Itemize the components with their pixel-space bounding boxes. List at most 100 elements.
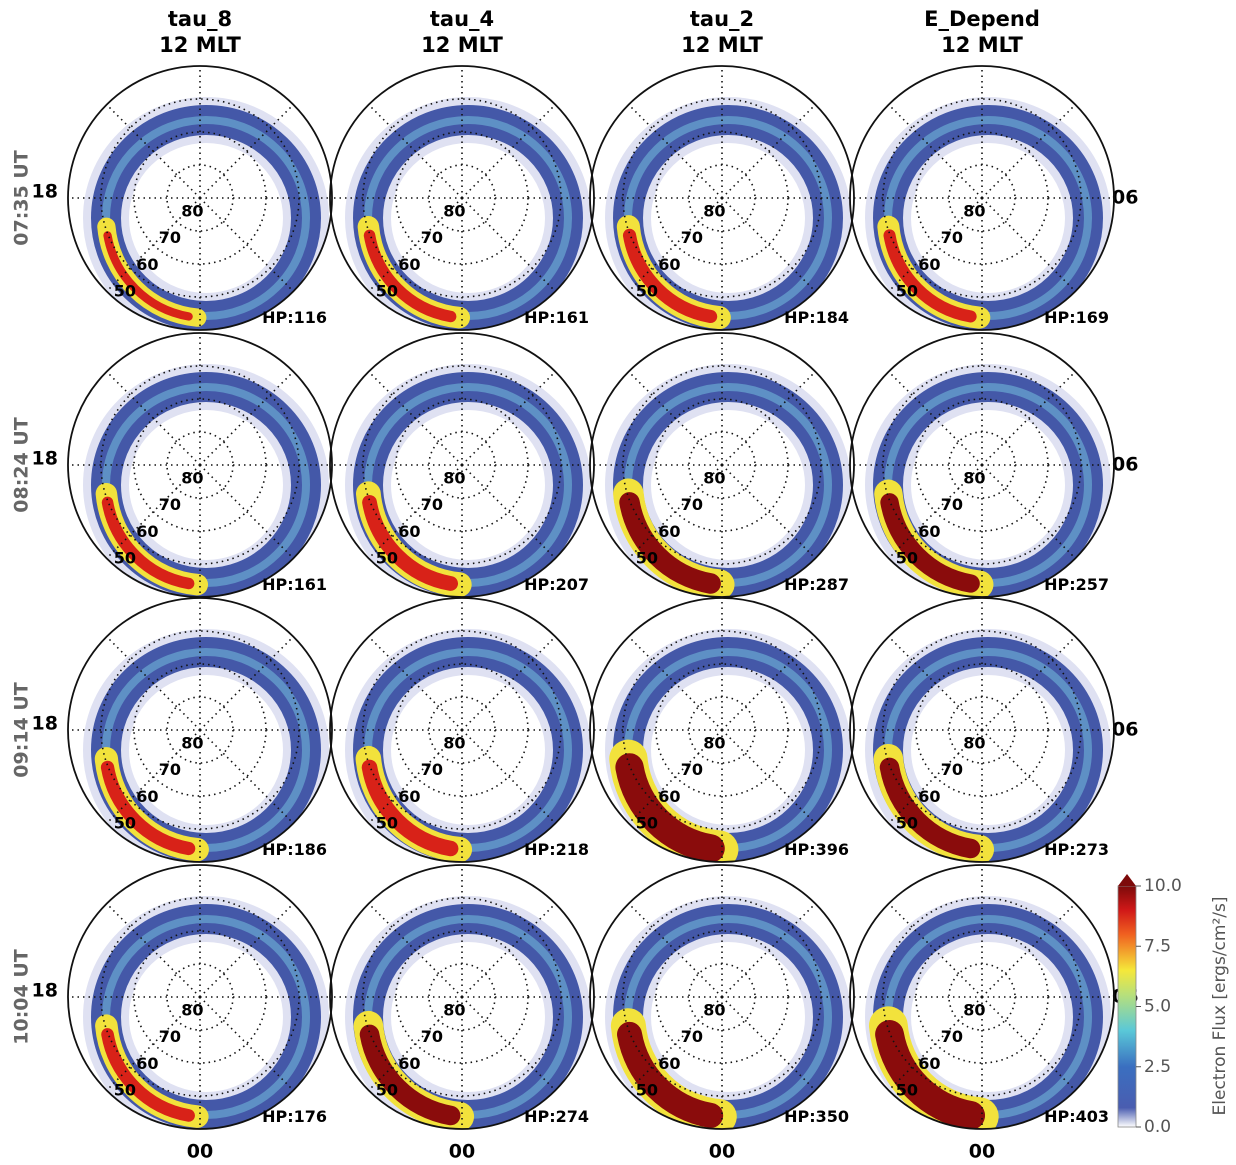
hp-label: HP:350 [784,1107,849,1126]
lat-label: 80 [963,201,985,220]
lat-label: 50 [896,282,918,301]
column-subtitle: 12 MLT [941,33,1023,57]
lat-label: 80 [703,201,725,220]
lat-label: 60 [136,787,158,806]
hp-value: 161 [294,575,327,594]
lat-label: 50 [114,282,136,301]
hp-value: 350 [816,1107,849,1126]
lat-label: 80 [443,201,465,220]
lat-label: 70 [421,760,443,779]
colorbar-tick-label: 0.0 [1144,1117,1171,1137]
lat-label: 60 [658,787,680,806]
lat-label: 70 [159,760,181,779]
lat-label: 80 [703,733,725,752]
lat-label: 80 [443,468,465,487]
hp-value: 403 [1076,1107,1109,1126]
hp-prefix: HP: [1044,308,1076,327]
lat-label: 70 [421,228,443,247]
lat-label: 70 [421,495,443,514]
lat-label: 60 [136,255,158,274]
lat-label: 50 [114,549,136,568]
lat-label: 60 [918,1054,940,1073]
column-title: tau_4 [430,7,494,31]
lat-label: 70 [681,1027,703,1046]
lat-label: 70 [421,1027,443,1046]
lat-label: 70 [941,228,963,247]
lat-label: 70 [941,1027,963,1046]
lat-label: 60 [918,522,940,541]
column-subtitle: 12 MLT [421,33,503,57]
hp-label: HP:218 [524,840,589,859]
hp-prefix: HP: [784,575,816,594]
lat-label: 50 [896,1081,918,1100]
colorbar-extend [1118,874,1136,886]
lat-label: 50 [376,282,398,301]
hp-value: 184 [816,308,849,327]
lat-label: 80 [443,1000,465,1019]
hp-value: 176 [294,1107,327,1126]
hp-value: 396 [816,840,849,859]
polar-panel: 80706050HP:186 [68,598,332,862]
hp-prefix: HP: [262,308,294,327]
hp-label: HP:273 [1044,840,1109,859]
hp-label: HP:184 [784,308,849,327]
hp-prefix: HP: [1044,1107,1076,1126]
hp-prefix: HP: [524,840,556,859]
colorbar-label: Electron Flux [ergs/cm²/s] [1210,897,1230,1116]
hp-value: 274 [556,1107,589,1126]
mlt-right: 06 [1112,454,1138,476]
lat-label: 50 [636,1081,658,1100]
lat-label: 50 [636,549,658,568]
lat-label: 80 [963,468,985,487]
lat-label: 80 [181,201,203,220]
lat-label: 50 [636,282,658,301]
hp-prefix: HP: [1044,575,1076,594]
lat-label: 70 [941,495,963,514]
mlt-left: 18 [32,181,58,203]
hp-label: HP:274 [524,1107,589,1126]
hp-label: HP:403 [1044,1107,1109,1126]
hp-label: HP:186 [262,840,327,859]
polar-panel: 80706050 HP:273 [850,598,1114,862]
hp-value: 257 [1076,575,1109,594]
lat-label: 60 [136,1054,158,1073]
hp-value: 169 [1076,308,1109,327]
lat-label: 70 [159,495,181,514]
hp-label: HP:176 [262,1107,327,1126]
lat-label: 70 [941,760,963,779]
polar-panel: 80706050 HP:207 [330,333,594,597]
lat-label: 60 [918,787,940,806]
lat-label: 80 [181,468,203,487]
lat-label: 50 [376,549,398,568]
hp-value: 207 [556,575,589,594]
lat-label: 60 [398,1054,420,1073]
colorbar-tick-label: 10.0 [1144,876,1182,896]
hp-label: HP:257 [1044,575,1109,594]
hp-value: 273 [1076,840,1109,859]
lat-label: 50 [896,814,918,833]
column-title: tau_8 [168,7,232,31]
column-subtitle: 12 MLT [681,33,763,57]
hp-prefix: HP: [784,840,816,859]
colorbar-tick-label: 7.5 [1144,936,1171,956]
polar-panel: 80706050HP:218 [330,598,594,862]
lat-label: 80 [963,733,985,752]
lat-label: 80 [181,1000,203,1019]
column-title: tau_2 [690,7,754,31]
polar-panel: 80706050HP:176 [68,865,332,1129]
mlt-right: 06 [1112,187,1138,209]
lat-label: 50 [114,814,136,833]
lat-label: 60 [398,522,420,541]
lat-label: 80 [703,468,725,487]
hp-value: 186 [294,840,327,859]
hp-prefix: HP: [262,840,294,859]
lat-label: 70 [159,1027,181,1046]
hp-prefix: HP: [524,575,556,594]
mlt-left: 18 [32,448,58,470]
polar-panel: 80706050HP:184 [590,66,854,330]
hp-value: 161 [556,308,589,327]
lat-label: 60 [658,255,680,274]
hp-label: HP:116 [262,308,327,327]
